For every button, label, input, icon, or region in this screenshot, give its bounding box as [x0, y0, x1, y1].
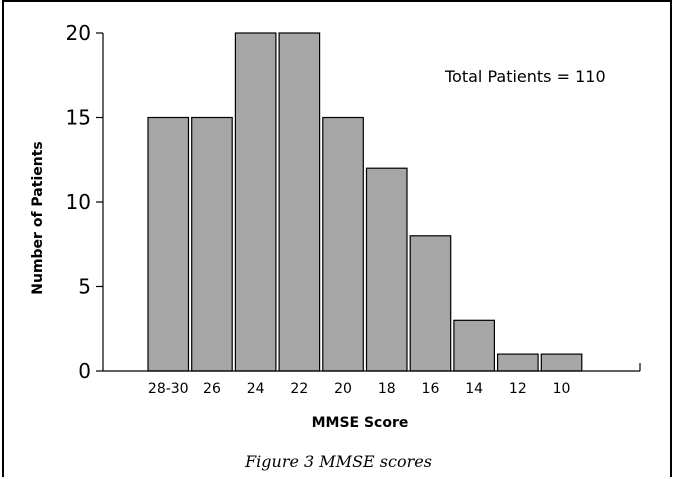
bar-22 — [278, 32, 321, 372]
x-tick-label: 12 — [509, 381, 527, 397]
bar-16 — [409, 235, 452, 372]
x-tick-label: 26 — [203, 381, 221, 397]
y-tick-label: 20 — [66, 21, 91, 45]
bar-12 — [497, 353, 539, 372]
bar-14 — [453, 319, 495, 372]
x-tick-label: 24 — [247, 381, 265, 397]
x-tick-label: 28-30 — [148, 381, 189, 397]
x-tick-label: 16 — [422, 381, 440, 397]
bar-24 — [234, 32, 277, 372]
x-tick-label: 18 — [378, 381, 396, 397]
y-tick-label: 15 — [66, 106, 91, 130]
x-tick-label: 20 — [334, 381, 352, 397]
x-tick-label: 22 — [290, 381, 308, 397]
bar-28-30 — [147, 116, 190, 372]
bar-10 — [540, 353, 583, 372]
y-ticks-group: 0 5 10 15 20 — [66, 21, 103, 383]
bar-26 — [191, 116, 233, 372]
x-tick-label: 14 — [465, 381, 483, 397]
y-tick-label: 5 — [78, 275, 91, 299]
x-ticks-group: 28-30 26 24 22 20 18 16 14 12 10 — [148, 363, 641, 397]
bar-chart: 0 5 10 15 20 28-30 26 24 22 20 18 16 14 12 10 Number … — [30, 21, 641, 431]
bar-20 — [322, 116, 364, 372]
figure-caption: Figure 3 MMSE scores — [245, 452, 432, 471]
bars-group — [147, 32, 583, 372]
y-tick-label: 10 — [66, 190, 91, 214]
bar-18 — [365, 167, 408, 372]
total-patients-annotation: Total Patients = 110 — [444, 67, 606, 86]
x-tick-label: 10 — [553, 381, 571, 397]
y-axis-title: Number of Patients — [30, 141, 46, 294]
x-axis-title: MMSE Score — [312, 415, 409, 431]
y-tick-label: 0 — [78, 359, 91, 383]
